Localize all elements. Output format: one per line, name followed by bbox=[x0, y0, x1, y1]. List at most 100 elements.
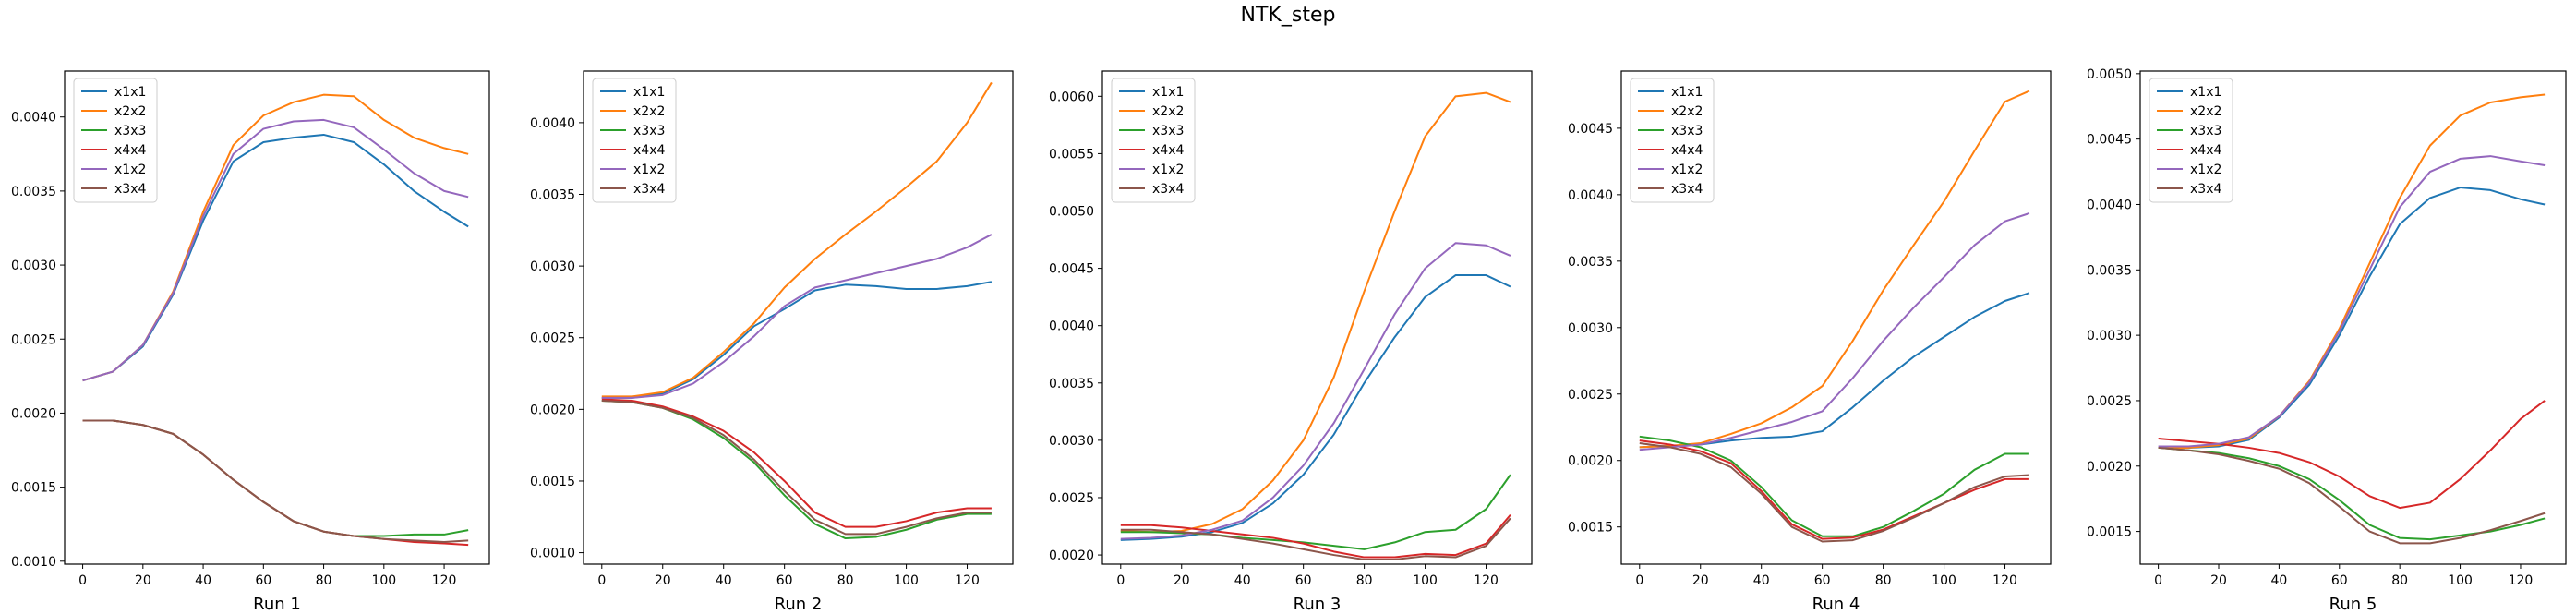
x-tick-label: 60 bbox=[776, 573, 793, 588]
series-line-x2x2 bbox=[601, 81, 993, 398]
y-tick-label: 0.0050 bbox=[1049, 205, 1094, 220]
x-tick-label: 100 bbox=[2448, 573, 2473, 588]
legend-label-x4x4: x4x4 bbox=[1152, 143, 1184, 158]
series-line-x1x1 bbox=[2158, 187, 2546, 449]
series-line-x4x4 bbox=[601, 398, 992, 528]
subplot-run-1: 0 20 40 60 80 100 120 0.0010 0.0015 0.0020 0.0025 0… bbox=[11, 70, 490, 614]
subplot-run-4: 0 20 40 60 80 100 120 0.0015 0.0020 0.0025 0.0030 0… bbox=[1568, 70, 2052, 614]
series-line-x1x1 bbox=[601, 281, 993, 399]
series-line-x1x2 bbox=[82, 118, 469, 382]
legend-label-x1x1: x1x1 bbox=[2190, 85, 2221, 100]
x-tick-label: 80 bbox=[837, 573, 854, 588]
series-line-x3x3 bbox=[82, 419, 469, 537]
y-tick-label: 0.0020 bbox=[2087, 460, 2132, 475]
legend-label-x2x2: x2x2 bbox=[633, 104, 665, 119]
y-tick-label: 0.0050 bbox=[2087, 67, 2132, 82]
y-tick-label: 0.0015 bbox=[11, 481, 56, 496]
legend-label-x3x3: x3x3 bbox=[2190, 124, 2221, 138]
y-tick-label: 0.0030 bbox=[11, 259, 56, 273]
y-tick-label: 0.0020 bbox=[1568, 454, 1613, 469]
legend-label-x3x4: x3x4 bbox=[1152, 182, 1184, 197]
legend-box bbox=[592, 78, 677, 203]
x-tick-label: 120 bbox=[955, 573, 980, 588]
x-tick-label: 80 bbox=[2391, 573, 2408, 588]
subplot-run-3: 0 20 40 60 80 100 120 0.0020 0.0025 0.0030 0.0035 0… bbox=[1049, 70, 1533, 614]
y-tick-label: 0.0035 bbox=[11, 185, 56, 199]
x-axis-label: Run 5 bbox=[2329, 595, 2377, 614]
y-tick-label: 0.0045 bbox=[1568, 122, 1613, 137]
x-tick-label: 100 bbox=[371, 573, 396, 588]
y-tick-label: 0.0045 bbox=[1049, 262, 1094, 277]
y-tick-label: 0.0040 bbox=[1568, 188, 1613, 203]
axes-frame bbox=[1101, 70, 1533, 565]
legend-label-x2x2: x2x2 bbox=[1671, 104, 1703, 119]
x-tick-label: 120 bbox=[1474, 573, 1499, 588]
x-tick-label: 20 bbox=[135, 573, 151, 588]
x-tick-label: 40 bbox=[1753, 573, 1770, 588]
series-line-x3x3 bbox=[1639, 435, 2029, 537]
y-tick-label: 0.0015 bbox=[530, 475, 575, 489]
legend-label-x1x2: x1x2 bbox=[1671, 163, 1703, 177]
legend-label-x3x4: x3x4 bbox=[1671, 182, 1703, 197]
x-tick-label: 40 bbox=[195, 573, 211, 588]
x-tick-label: 80 bbox=[1356, 573, 1373, 588]
series-line-x4x4 bbox=[82, 419, 469, 547]
y-tick-label: 0.0030 bbox=[530, 259, 575, 274]
y-tick-label: 0.0015 bbox=[2087, 525, 2132, 540]
y-tick-label: 0.0020 bbox=[530, 403, 575, 417]
y-tick-label: 0.0040 bbox=[11, 111, 56, 126]
legend-label-x3x3: x3x3 bbox=[1671, 124, 1703, 138]
series-line-x1x2 bbox=[2158, 155, 2546, 448]
legend-label-x3x3: x3x3 bbox=[114, 124, 146, 138]
y-tick-label: 0.0035 bbox=[2087, 263, 2132, 278]
y-tick-label: 0.0035 bbox=[1568, 255, 1613, 270]
x-axis-label: Run 2 bbox=[775, 595, 823, 614]
x-tick-label: 0 bbox=[1635, 573, 1643, 588]
y-tick-label: 0.0010 bbox=[11, 555, 56, 570]
y-tick-label: 0.0030 bbox=[1568, 321, 1613, 336]
x-tick-label: 100 bbox=[1413, 573, 1438, 588]
subplot-run-2: 0 20 40 60 80 100 120 0.0010 0.0015 0.0020 0.0025 0… bbox=[530, 70, 1014, 614]
series-line-x3x3 bbox=[2158, 446, 2546, 541]
series-line-x1x2 bbox=[1120, 242, 1511, 540]
x-tick-label: 0 bbox=[78, 573, 87, 588]
figure-title: NTK_step bbox=[1240, 4, 1336, 27]
x-axis-label: Run 4 bbox=[1812, 595, 1860, 614]
x-tick-label: 60 bbox=[1814, 573, 1831, 588]
y-tick-label: 0.0020 bbox=[1049, 548, 1094, 563]
x-tick-label: 60 bbox=[2331, 573, 2348, 588]
x-tick-label: 0 bbox=[1116, 573, 1125, 588]
y-tick-label: 0.0025 bbox=[1049, 491, 1094, 506]
y-tick-label: 0.0035 bbox=[1049, 377, 1094, 391]
x-tick-label: 40 bbox=[1234, 573, 1251, 588]
legend-label-x2x2: x2x2 bbox=[1152, 104, 1184, 119]
x-tick-label: 60 bbox=[255, 573, 271, 588]
legend-label-x3x4: x3x4 bbox=[2190, 182, 2221, 197]
legend-label-x1x2: x1x2 bbox=[1152, 163, 1184, 177]
series-line-x3x4 bbox=[2158, 446, 2546, 545]
x-axis-label: Run 3 bbox=[1294, 595, 1342, 614]
legend-box bbox=[1630, 78, 1715, 203]
y-tick-label: 0.0060 bbox=[1049, 90, 1094, 104]
subplot-run-5: 0 20 40 60 80 100 120 0.0015 0.0020 0.0025 0.0030 0… bbox=[2087, 67, 2567, 614]
legend-label-x4x4: x4x4 bbox=[2190, 143, 2221, 158]
x-tick-label: 100 bbox=[894, 573, 919, 588]
y-tick-label: 0.0055 bbox=[1049, 147, 1094, 162]
y-tick-label: 0.0040 bbox=[530, 116, 575, 131]
x-tick-label: 40 bbox=[716, 573, 732, 588]
legend: x1x1 x2x2 x3x3 x4x4 x1x2 x3x4 bbox=[1630, 78, 1715, 203]
series-line-x3x4 bbox=[82, 419, 469, 543]
series-line-x2x2 bbox=[1120, 91, 1511, 534]
series-line-x4x4 bbox=[1639, 439, 2029, 540]
legend-label-x1x2: x1x2 bbox=[114, 163, 146, 177]
series-line-x1x2 bbox=[1639, 212, 2030, 451]
series-line-x3x4 bbox=[601, 400, 992, 536]
x-tick-label: 20 bbox=[1692, 573, 1709, 588]
series-line-x3x4 bbox=[1639, 442, 2029, 543]
legend: x1x1 x2x2 x3x3 x4x4 x1x2 x3x4 bbox=[73, 78, 158, 203]
y-tick-label: 0.0030 bbox=[2087, 329, 2132, 343]
x-tick-label: 80 bbox=[316, 573, 332, 588]
x-axis-label: Run 1 bbox=[253, 595, 301, 614]
legend-label-x1x2: x1x2 bbox=[2190, 163, 2221, 177]
